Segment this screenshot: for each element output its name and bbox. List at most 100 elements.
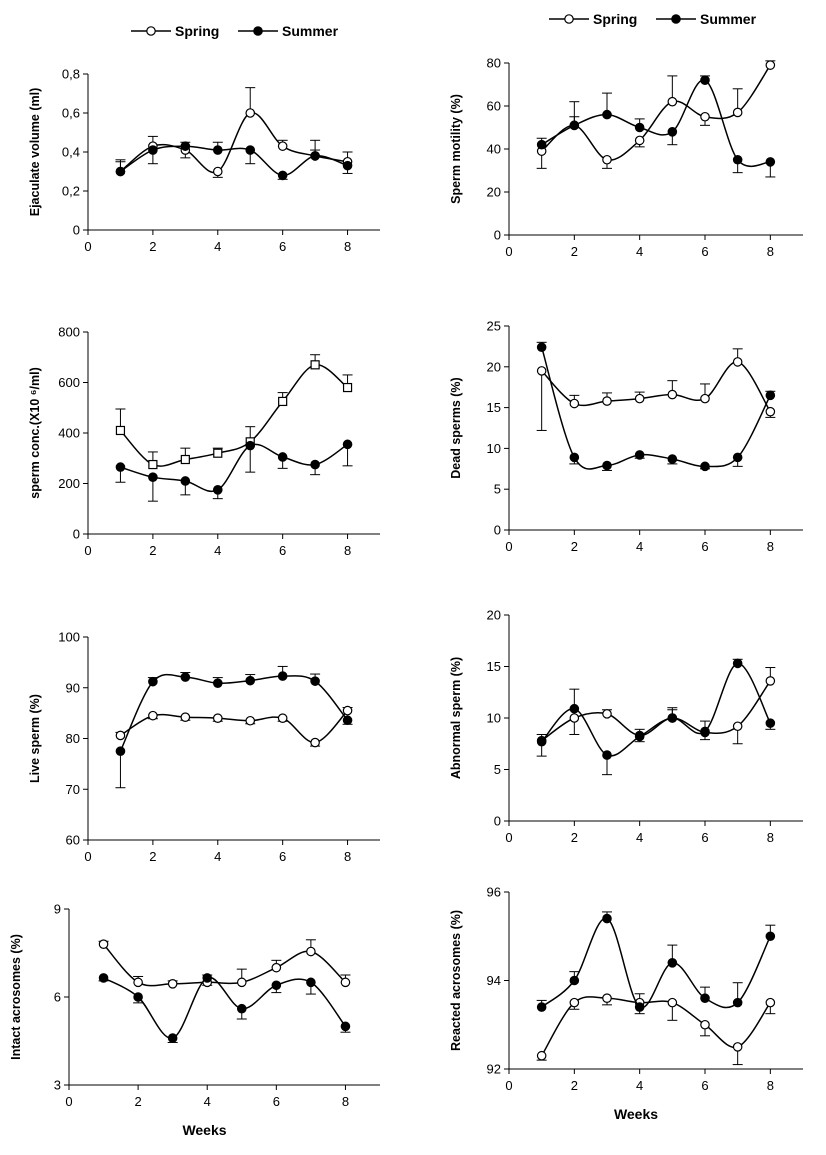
x-tick-label: 2: [571, 539, 578, 554]
series-spring: [115, 354, 353, 470]
data-point-marker: [148, 676, 158, 687]
x-tick-label: 6: [701, 1078, 708, 1093]
series-summer: [115, 665, 353, 789]
data-point-marker: [602, 154, 612, 165]
y-tick-label: 10: [487, 441, 501, 456]
y-tick-label: 70: [66, 782, 80, 797]
data-point-marker: [667, 127, 678, 137]
data-point-marker: [700, 993, 710, 1003]
y-tick-label: 25: [487, 319, 501, 334]
y-axis-title: Dead sperms (%): [449, 377, 463, 478]
data-point-marker: [667, 997, 678, 1008]
data-point-marker: [700, 1019, 710, 1030]
data-point-marker: [277, 452, 288, 462]
y-tick-label: 800: [58, 325, 80, 340]
data-point-marker: [148, 459, 158, 470]
series-spring: [536, 348, 776, 431]
x-tick-label: 6: [701, 244, 708, 259]
x-tick-label: 2: [571, 1078, 578, 1093]
y-tick-label: 0: [494, 228, 501, 243]
data-point-marker: [732, 107, 743, 118]
data-point-marker: [732, 154, 743, 165]
data-point-marker: [212, 145, 223, 155]
data-point-marker: [278, 396, 288, 407]
data-point-marker: [236, 977, 247, 988]
x-tick-label: 4: [636, 830, 643, 845]
data-point-marker: [765, 60, 776, 70]
x-tick-label: 2: [149, 239, 156, 254]
x-tick-label: 6: [701, 539, 708, 554]
x-tick-label: 6: [701, 830, 708, 845]
x-tick-label: 2: [571, 830, 578, 845]
data-point-marker: [167, 978, 178, 989]
x-tick-label: 4: [636, 244, 643, 259]
y-axis-title: Sperm motility (%): [449, 94, 463, 204]
data-point-marker: [98, 939, 109, 949]
data-point-marker: [180, 672, 191, 682]
series-summer: [536, 911, 776, 1015]
data-point-marker: [536, 736, 547, 747]
series-line-summer: [541, 917, 771, 1009]
data-point-marker: [148, 145, 158, 155]
legend-marker-summer: [671, 14, 681, 24]
chart-panel-8: 92 94 96 0 2 4 6 8 Reacted acrosomes (%) Weeks: [449, 885, 803, 1122]
x-axis-title: Weeks: [614, 1106, 658, 1122]
x-tick-label: 0: [505, 539, 512, 554]
y-tick-label: 0: [494, 814, 501, 829]
data-point-marker: [212, 485, 223, 495]
data-point-marker: [569, 703, 580, 714]
x-tick-label: 0: [84, 239, 91, 254]
y-tick-label: 80: [66, 731, 80, 746]
legend-label-summer: Summer: [282, 23, 339, 39]
data-point-marker: [342, 439, 353, 450]
data-point-marker: [115, 425, 126, 436]
data-point-marker: [277, 141, 288, 151]
y-tick-label: 9: [54, 902, 61, 917]
legend-label-spring: Spring: [175, 23, 219, 39]
y-tick-label: 20: [487, 359, 501, 374]
data-point-marker: [310, 360, 320, 370]
x-tick-label: 0: [505, 830, 512, 845]
data-point-marker: [602, 993, 612, 1003]
x-tick-label: 4: [204, 1094, 211, 1109]
x-tick-label: 6: [273, 1094, 280, 1109]
data-point-marker: [340, 977, 351, 988]
data-point-marker: [115, 746, 126, 756]
y-tick-label: 20: [487, 608, 501, 623]
data-point-marker: [306, 946, 316, 957]
series-line-summer: [541, 79, 771, 168]
data-point-marker: [536, 1050, 547, 1061]
y-tick-label: 5: [494, 762, 501, 777]
data-point-marker: [602, 109, 612, 120]
data-point-marker: [765, 676, 776, 686]
data-point-marker: [765, 157, 776, 167]
data-point-marker: [342, 705, 353, 716]
y-tick-label: 60: [487, 99, 501, 114]
legend-marker-summer: [253, 26, 263, 36]
data-point-marker: [536, 1002, 547, 1012]
data-point-marker: [569, 398, 580, 409]
data-point-marker: [115, 462, 126, 472]
y-tick-label: 96: [487, 885, 501, 900]
data-point-marker: [700, 726, 710, 737]
data-point-marker: [667, 389, 678, 400]
x-tick-label: 8: [344, 239, 351, 254]
data-point-marker: [133, 992, 143, 1002]
data-point-marker: [340, 1021, 351, 1032]
series-summer: [98, 973, 351, 1043]
y-tick-label: 92: [487, 1062, 501, 1077]
data-point-marker: [634, 135, 645, 146]
x-tick-label: 0: [65, 1094, 72, 1109]
x-tick-label: 8: [767, 539, 774, 554]
y-tick-label: 15: [487, 659, 501, 674]
y-tick-label: 10: [487, 711, 501, 726]
y-tick-label: 600: [58, 375, 80, 390]
data-point-marker: [212, 713, 223, 723]
y-tick-label: 6: [54, 990, 61, 1005]
x-tick-label: 8: [767, 830, 774, 845]
data-point-marker: [167, 1033, 178, 1043]
data-point-marker: [634, 731, 645, 742]
data-point-marker: [271, 962, 282, 973]
x-tick-label: 0: [505, 1078, 512, 1093]
chart-panel-5: 60 70 80 90 100 0 2 4 6 8 Live sperm (%): [28, 630, 380, 864]
